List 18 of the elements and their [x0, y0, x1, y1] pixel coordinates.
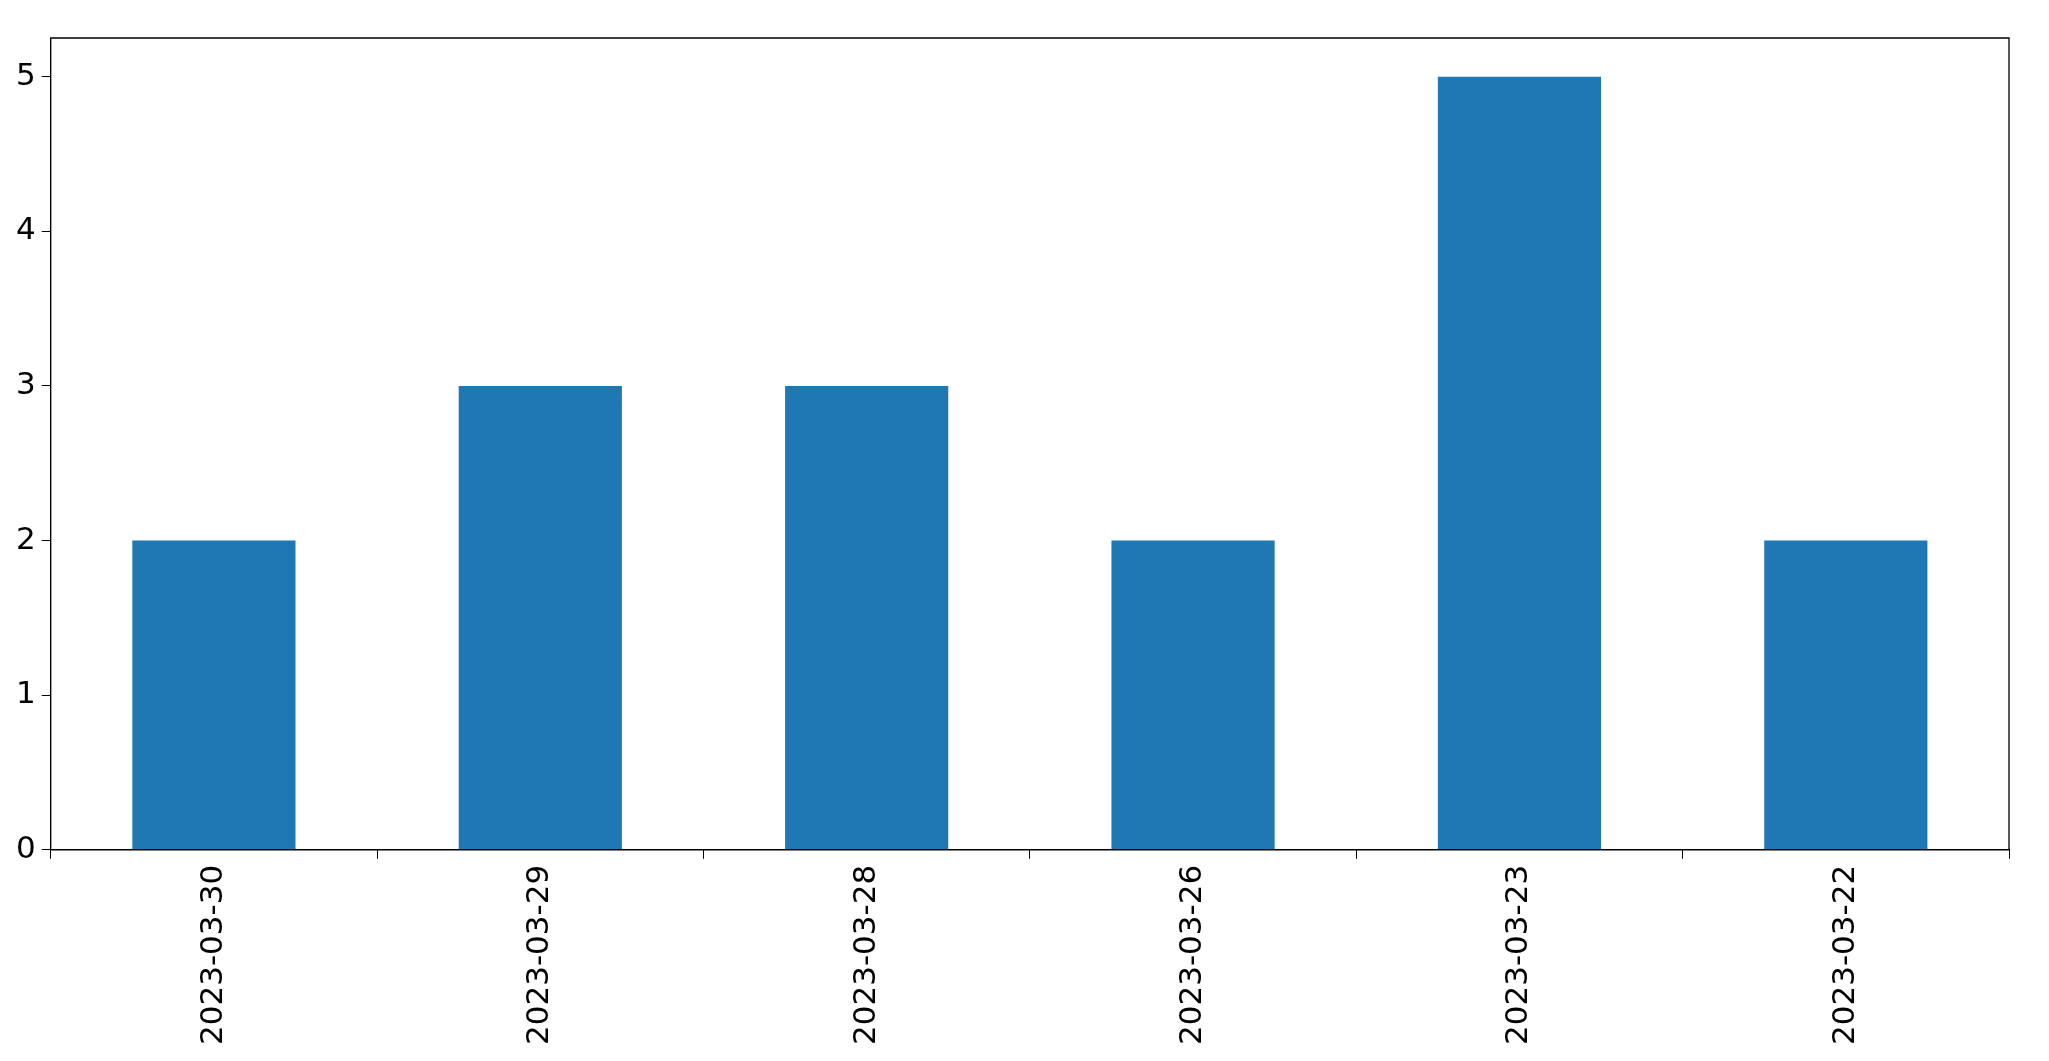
x-tick-label: 2023-03-22: [1824, 864, 1861, 1046]
bar: [458, 385, 622, 850]
y-tick-label: 1: [15, 674, 36, 711]
y-tick-label: 2: [15, 519, 36, 556]
bar: [132, 540, 296, 850]
x-tick-label: 2023-03-29: [519, 864, 556, 1046]
bar: [1437, 76, 1602, 850]
x-tick-label: 2023-03-26: [1172, 864, 1209, 1046]
y-tick-label: 0: [15, 828, 36, 865]
y-tick-label: 4: [15, 210, 36, 247]
y-tick-label: 5: [15, 55, 36, 92]
bar: [1111, 540, 1275, 850]
bar: [785, 385, 949, 850]
x-tick-label: 2023-03-30: [192, 864, 229, 1046]
y-tick-label: 3: [15, 364, 36, 401]
x-tick-label: 2023-03-23: [1498, 864, 1535, 1046]
bar: [1764, 540, 1928, 850]
x-tick-label: 2023-03-28: [845, 864, 882, 1046]
